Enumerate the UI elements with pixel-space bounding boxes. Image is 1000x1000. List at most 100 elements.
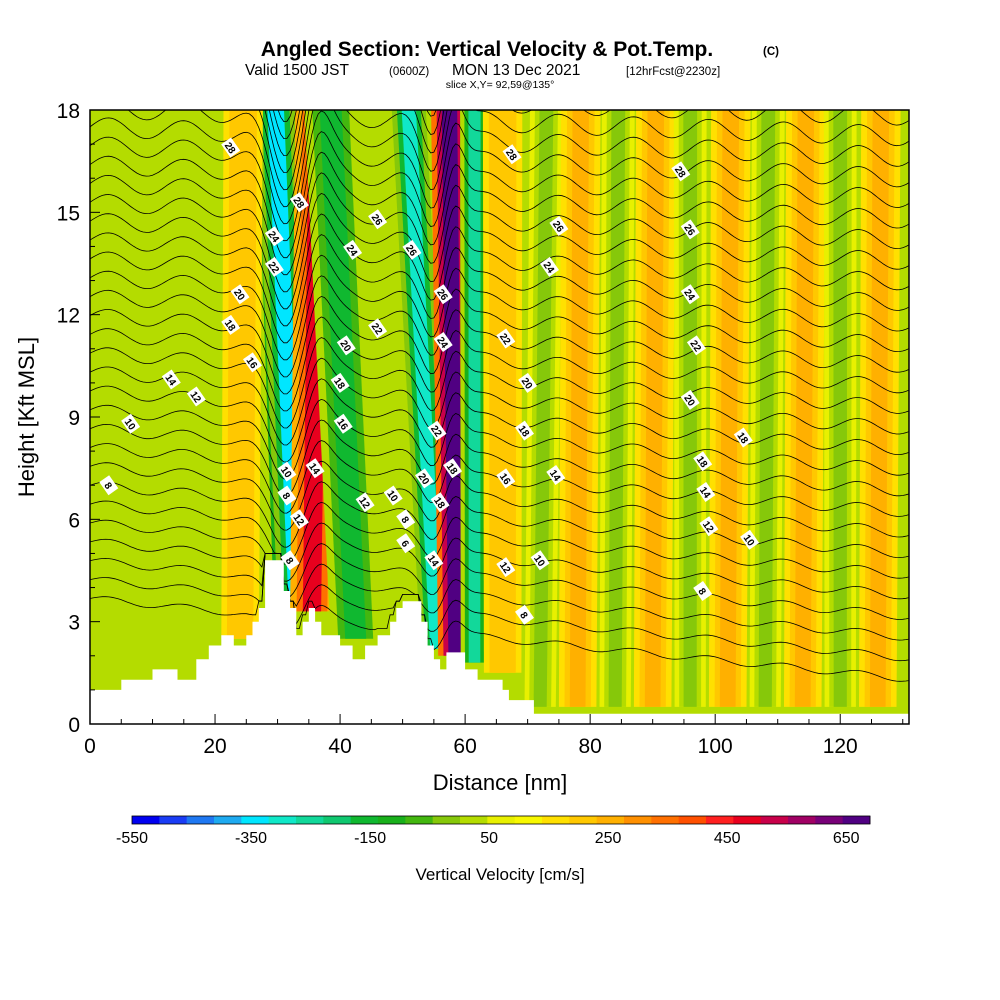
contour-label: 20 [230, 284, 250, 305]
velocity-band [644, 110, 665, 707]
contour-label: 14 [161, 369, 181, 390]
theta-contour [90, 234, 909, 344]
colorbar-swatch [487, 816, 516, 824]
contour-label-bg [518, 372, 538, 393]
x-tick-label: 80 [578, 735, 601, 758]
colorbar-swatch [405, 816, 434, 824]
colorbar-swatch [706, 816, 734, 824]
contour-label: 26 [549, 216, 569, 236]
colorbar: -550 -350 -150 50 250 450 650 [116, 815, 871, 847]
x-tick-label: 120 [823, 735, 858, 758]
contour-label: 24 [539, 256, 560, 277]
colorbar-tick-label: 450 [714, 830, 741, 847]
contour-label: 14 [696, 482, 716, 502]
contour-label-bg [383, 485, 403, 506]
velocity-band [441, 110, 464, 656]
theta-contours [90, 110, 909, 682]
contour-label: 8 [693, 581, 713, 601]
theta-contour [90, 460, 909, 538]
contour-label-bg [433, 332, 453, 352]
contour-label: 18 [443, 458, 463, 479]
contour-label-bg [680, 284, 700, 305]
contour-label-bg [740, 529, 760, 550]
colorbar-tick-label: 250 [595, 830, 622, 847]
x-tick-label: 20 [203, 735, 226, 758]
contour-label-bg [514, 420, 535, 441]
contour-label-bg [424, 550, 444, 571]
velocity-band [869, 110, 890, 707]
contour-label: 10 [740, 529, 760, 550]
contour-label-bg [680, 219, 700, 240]
contour-label: 16 [242, 352, 263, 373]
subtitle-utc: (0600Z) [389, 66, 429, 78]
theta-contour [90, 538, 909, 620]
contour-label-bg [549, 216, 569, 236]
contour-label: 20 [680, 389, 700, 410]
contour-label: 8 [277, 485, 297, 506]
contour-label: 10 [383, 485, 403, 506]
contour-label-bg [333, 413, 353, 434]
contour-label-bg [686, 335, 706, 356]
colorbar-swatch [268, 816, 297, 824]
subtitle-forecast: [12hrFcst@2230z] [626, 66, 720, 78]
y-axis-label: Height [Kft MSL] [14, 337, 39, 497]
contour-label: 22 [496, 328, 516, 349]
contour-label-text: 8 [517, 610, 529, 621]
contour-label-bg [355, 492, 375, 513]
y-tick-label: 12 [57, 305, 80, 328]
contour-label: 8 [396, 509, 416, 530]
contour-label-bg [161, 369, 181, 390]
contour-label-bg [368, 318, 388, 339]
contour-label-bg [496, 328, 516, 349]
theta-contour [90, 519, 909, 600]
contour-label-bg [264, 256, 284, 277]
theta-contour [90, 553, 909, 641]
colorbar-swatch [323, 816, 352, 824]
colorbar-swatch [651, 816, 680, 824]
x-tick-label: 100 [698, 735, 733, 758]
contour-label: 28 [671, 161, 691, 182]
colorbar-tick-label: 650 [833, 830, 860, 847]
x-tick-label: 40 [328, 735, 351, 758]
contour-label-bg [277, 461, 297, 482]
contour-label-bg [343, 239, 363, 260]
contour-label: 24 [680, 284, 700, 305]
contour-label: 24 [433, 332, 453, 352]
contour-label: 26 [402, 239, 422, 260]
theta-contour [90, 378, 909, 463]
contour-label: 18 [733, 427, 753, 448]
colorbar-swatch [624, 816, 652, 824]
theta-contour [90, 110, 909, 225]
contour-label-bg [671, 161, 691, 182]
colorbar-tick-label: 50 [480, 830, 498, 847]
contour-label-bg [289, 509, 309, 530]
contour-label-bg [264, 226, 284, 247]
contour-label: 18 [430, 492, 450, 513]
contour-label-text: 8 [283, 556, 295, 567]
contour-label: 14 [305, 458, 325, 479]
subtitle-valid: Valid 1500 JST [245, 62, 349, 79]
contour-label: 10 [121, 413, 141, 434]
velocity-band [232, 110, 252, 639]
contour-label-bg [221, 137, 241, 158]
y-tick-label: 18 [57, 100, 80, 123]
colorbar-swatch [569, 816, 598, 824]
theta-contour [90, 275, 909, 378]
contour-label: 24 [264, 226, 284, 247]
theta-contour [90, 398, 909, 480]
contour-label: 20 [414, 468, 435, 489]
contour-label: 10 [277, 461, 297, 482]
colorbar-swatch [350, 816, 379, 824]
colorbar-swatch [296, 816, 324, 824]
contour-label-bg [539, 256, 560, 277]
contour-label: 18 [330, 372, 350, 393]
contour-label: 12 [355, 492, 375, 513]
y-tick-label: 6 [68, 509, 80, 532]
y-tick-label: 9 [68, 407, 80, 430]
x-tick-label: 60 [453, 735, 476, 758]
theta-contour [90, 481, 909, 559]
contour-label-bg [693, 581, 713, 601]
theta-contour [90, 131, 909, 259]
theta-contour [90, 316, 909, 412]
